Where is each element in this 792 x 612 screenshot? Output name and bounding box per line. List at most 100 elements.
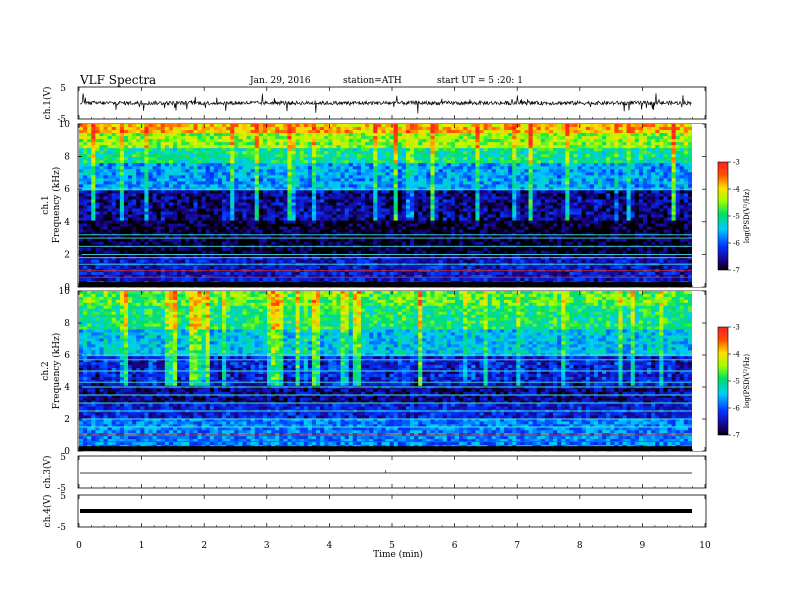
- spectrogram-cell: [422, 130, 427, 134]
- spectrogram-cell: [177, 223, 182, 228]
- spectrogram-cell: [222, 142, 227, 146]
- spectrogram-cell: [565, 211, 570, 215]
- spectrogram-cell: [577, 148, 583, 152]
- spectrogram-cell: [128, 193, 133, 197]
- spectrogram-cell: [99, 151, 104, 155]
- spectrogram-cell: [479, 199, 484, 203]
- spectrogram-cell: [336, 172, 341, 176]
- spectrogram-cell: [136, 175, 141, 179]
- spectrogram-cell: [287, 208, 292, 212]
- spectrogram-cell: [467, 205, 472, 209]
- spectrogram-cell: [634, 142, 640, 146]
- spectrogram-cell: [258, 208, 264, 212]
- spectrogram-cell: [553, 169, 558, 173]
- spectrogram-cell: [675, 181, 681, 185]
- spectrogram-cell: [577, 211, 583, 215]
- spectrogram-cell: [508, 214, 513, 218]
- spectrogram-cell: [463, 154, 468, 158]
- spectrogram-cell: [287, 211, 292, 215]
- spectrogram-cell: [377, 127, 382, 131]
- spectrogram-cell: [213, 199, 219, 203]
- spectrogram-cell: [450, 181, 456, 185]
- spectrogram-cell: [642, 124, 648, 128]
- spectrogram-cell: [528, 175, 534, 179]
- spectrogram-cell: [99, 139, 104, 143]
- spectrogram-cell: [671, 172, 677, 176]
- spectrogram-cell: [152, 154, 158, 158]
- spectrogram-cell: [630, 220, 636, 225]
- spectrogram-cell: [271, 148, 276, 152]
- spectrogram-cell: [99, 181, 104, 185]
- spectrogram-cell: [299, 163, 305, 167]
- spectrogram-cell: [132, 136, 137, 140]
- spectrogram-cell: [172, 139, 178, 143]
- spectrogram-cell: [123, 136, 129, 140]
- spectrogram-cell: [589, 142, 595, 146]
- spectrogram-cell: [193, 202, 198, 206]
- spectrogram-cell: [119, 154, 125, 158]
- spectrogram-cell: [177, 172, 182, 176]
- spectrogram-cell: [642, 175, 648, 179]
- spectrogram-cell: [95, 133, 100, 137]
- spectrogram-cell: [422, 133, 427, 137]
- spectrogram-cell: [140, 142, 145, 146]
- spectrogram-cell: [87, 220, 92, 225]
- spectrogram-cell: [459, 172, 464, 176]
- spectrogram-cell: [164, 166, 170, 170]
- spectrogram-cell: [144, 169, 149, 173]
- spectrogram-cell: [483, 175, 489, 179]
- spectrogram-cell: [573, 193, 578, 197]
- spectrogram-cell: [144, 157, 149, 161]
- spectrogram-cell: [303, 214, 309, 218]
- spectrogram-cell: [136, 166, 141, 170]
- spectrogram-cell: [467, 193, 472, 197]
- spectrogram-cell: [279, 220, 284, 225]
- spectrogram-cell: [524, 154, 529, 158]
- spectrogram-cell: [459, 148, 464, 152]
- spectrogram-cell: [283, 163, 288, 167]
- spectrogram-cell: [132, 151, 137, 155]
- spectrogram-cell: [561, 145, 566, 149]
- spectrogram-cell: [164, 184, 170, 188]
- spectrogram-cell: [430, 211, 435, 215]
- spectrogram-cell: [160, 145, 166, 149]
- spectrogram-cell: [332, 178, 337, 182]
- spectrogram-cell: [201, 205, 207, 209]
- spectrogram-cell: [295, 148, 301, 152]
- spectrogram-cell: [593, 124, 599, 128]
- spectrogram-cell: [250, 214, 256, 218]
- spectrogram-cell: [222, 139, 227, 143]
- spectrogram-cell: [369, 205, 374, 209]
- spectrogram-cell: [659, 145, 664, 149]
- spectrogram-cell: [295, 214, 301, 218]
- spectrogram-cell: [332, 211, 337, 215]
- spectrogram-cell: [148, 142, 153, 146]
- spectrogram-cell: [99, 130, 104, 134]
- spectrogram-cell: [140, 130, 145, 134]
- spectrogram-cell: [197, 214, 202, 218]
- spectrogram-cell: [185, 199, 190, 203]
- spectrogram-cell: [234, 145, 239, 149]
- spectrogram-cell: [340, 130, 346, 134]
- spectrogram-cell: [557, 184, 562, 188]
- spectrogram-cell: [185, 220, 190, 225]
- spectrogram-cell: [250, 208, 256, 212]
- spectrogram-cell: [418, 181, 423, 185]
- spectrogram-cell: [638, 136, 644, 140]
- spectrogram-cell: [287, 142, 292, 146]
- spectrogram-cell: [111, 205, 117, 209]
- spectrogram-cell: [642, 199, 648, 203]
- spectrogram-cell: [328, 148, 333, 152]
- spectrogram-cell: [164, 208, 170, 212]
- spectrogram-cell: [311, 199, 317, 203]
- spectrogram-cell: [369, 208, 374, 212]
- spectrogram-cell: [340, 205, 346, 209]
- spectrogram-cell: [238, 136, 243, 140]
- spectrogram-cell: [303, 127, 309, 131]
- spectrogram-cell: [581, 199, 587, 203]
- spectrogram-cell: [536, 208, 542, 212]
- spectrogram-cell: [561, 148, 566, 152]
- spectrogram-cell: [156, 220, 162, 225]
- spectrogram-cell: [283, 178, 288, 182]
- spectrogram-cell: [618, 208, 623, 212]
